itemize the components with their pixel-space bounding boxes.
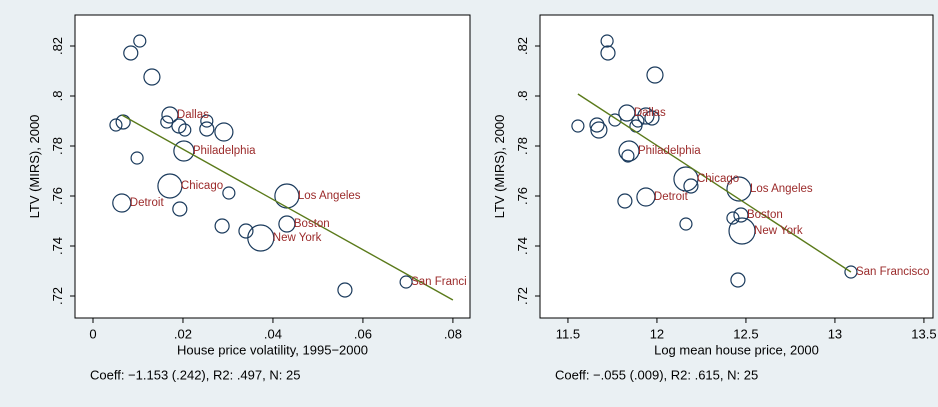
bubble xyxy=(589,117,605,133)
bubble xyxy=(636,187,656,207)
x-tick-label: .08 xyxy=(444,326,462,341)
point-label: Detroit xyxy=(130,197,165,209)
point-label: Boston xyxy=(294,218,330,230)
bubble xyxy=(644,110,660,126)
x-tick-label: 11.5 xyxy=(556,326,580,341)
plot-area xyxy=(74,14,471,319)
y-tick-label: .78 xyxy=(515,137,530,155)
bubble xyxy=(143,68,161,86)
y-tick-label: .74 xyxy=(515,237,530,255)
bubble xyxy=(730,272,746,288)
bubble xyxy=(172,201,188,217)
caption: Coeff: −1.153 (.242), R2: .497, N: 25 xyxy=(90,367,300,382)
point-label: Chicago xyxy=(181,180,223,192)
bubble xyxy=(728,217,756,245)
x-tick-label: .04 xyxy=(264,326,282,341)
bubble xyxy=(157,173,183,199)
x-tick-label: 13 xyxy=(828,326,842,341)
x-axis-title: House price volatility, 1995−2000 xyxy=(177,342,368,357)
point-label: Los Angeles xyxy=(298,190,361,202)
bubble xyxy=(133,34,147,48)
y-tick-label: .82 xyxy=(515,37,530,55)
bubble xyxy=(726,176,752,202)
bubble xyxy=(618,104,636,122)
x-tick-label: 0 xyxy=(89,326,96,341)
bubble xyxy=(161,106,179,124)
y-tick-label: .72 xyxy=(50,287,65,305)
bubble xyxy=(399,275,413,289)
bubble xyxy=(608,113,622,127)
bubble xyxy=(733,207,749,223)
bubble xyxy=(160,115,174,129)
point-label: San Franci xyxy=(411,276,467,288)
bubble xyxy=(214,122,234,142)
x-tick-label: .02 xyxy=(174,326,192,341)
y-tick-label: .78 xyxy=(50,137,65,155)
bubble xyxy=(621,149,635,163)
bubble xyxy=(247,224,275,252)
caption: Coeff: −.055 (.009), R2: .615, N: 25 xyxy=(555,367,758,382)
y-tick-label: .74 xyxy=(50,237,65,255)
y-tick-label: .8 xyxy=(50,91,65,102)
bubble xyxy=(173,140,195,162)
bubble xyxy=(238,223,254,239)
point-label: Boston xyxy=(747,209,783,221)
point-label: Los Angeles xyxy=(750,183,813,195)
x-tick-label: 13.5 xyxy=(911,326,936,341)
x-axis-title: Log mean house price, 2000 xyxy=(654,342,819,357)
fit-line xyxy=(121,114,454,301)
bubble xyxy=(590,121,608,139)
y-tick-label: .82 xyxy=(50,37,65,55)
point-label: Detroit xyxy=(654,191,689,203)
bubble xyxy=(637,107,655,125)
point-label: Dallas xyxy=(177,109,209,121)
x-tick-label: .06 xyxy=(354,326,372,341)
plot-area xyxy=(539,14,934,319)
fit-line xyxy=(577,93,852,273)
x-tick-label: 12.5 xyxy=(733,326,758,341)
point-label: New York xyxy=(273,232,322,244)
y-axis-title: LTV (MIRS), 2000 xyxy=(27,115,42,219)
bubble xyxy=(646,66,664,84)
bubble xyxy=(112,193,132,213)
bubble xyxy=(600,34,614,48)
bubble xyxy=(571,119,585,133)
y-tick-label: .76 xyxy=(50,187,65,205)
y-tick-label: .8 xyxy=(515,91,530,102)
bubble xyxy=(679,217,693,231)
bubble xyxy=(337,282,353,298)
point-label: New York xyxy=(754,225,803,237)
bubble xyxy=(222,186,236,200)
bubble xyxy=(617,193,633,209)
plot-layer: Dallas Philadelphia Chicago Detroit Los Ange… xyxy=(109,34,467,301)
y-tick-label: .76 xyxy=(515,187,530,205)
bubble xyxy=(278,215,296,233)
bubble xyxy=(178,123,192,137)
point-label: Chicago xyxy=(697,173,739,185)
bubble xyxy=(199,121,215,137)
bubble xyxy=(683,178,699,194)
bubble xyxy=(130,151,144,165)
point-label: San Francisco xyxy=(856,266,930,278)
bubble xyxy=(618,140,640,162)
bubble xyxy=(214,218,230,234)
bubble xyxy=(600,45,616,61)
x-tick-label: 12 xyxy=(650,326,664,341)
plot-layer: Dallas Philadelphia Chicago Detroit Los Ange… xyxy=(571,34,930,288)
bubble xyxy=(844,265,858,279)
bubble xyxy=(109,118,123,132)
y-tick-label: .72 xyxy=(515,287,530,305)
point-label: Philadelphia xyxy=(638,145,701,157)
point-label: Philadelphia xyxy=(193,145,256,157)
bubble xyxy=(123,45,139,61)
bubble xyxy=(200,114,214,128)
point-label: Dallas xyxy=(634,107,666,119)
y-axis-title: LTV (MIRS), 2000 xyxy=(492,115,507,219)
